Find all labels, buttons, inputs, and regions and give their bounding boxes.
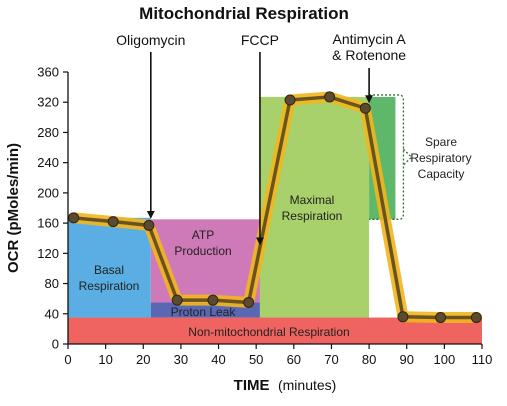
data-point — [435, 312, 447, 324]
ocr-series — [68, 91, 482, 324]
data-point — [68, 212, 80, 224]
region-maximal — [259, 96, 370, 318]
annotation-antimycin-line-2: & Rotenone — [332, 47, 406, 63]
watermark: 知乎 @lcy19712018 — [366, 378, 474, 392]
x-axis-label-unit: (minutes) — [278, 377, 336, 393]
label-spare-3: Capacity — [418, 167, 465, 181]
data-point — [207, 294, 219, 306]
x-tick-label: 50 — [249, 352, 263, 367]
label-spare-2: Respiratory — [410, 151, 471, 165]
annotation-oligomycin-label: Oligomycin — [116, 32, 185, 48]
x-tick-label: 30 — [174, 352, 188, 367]
x-tick-label: 40 — [211, 352, 225, 367]
spare-dotted-border — [369, 94, 405, 220]
data-point — [171, 294, 183, 306]
y-tick-label: 160 — [37, 216, 59, 231]
x-ticks: 0 10 20 30 40 50 60 70 80 90 100 110 — [64, 344, 492, 367]
y-tick-label: 80 — [45, 276, 59, 291]
label-basal-1: Basal — [94, 263, 124, 277]
x-axis-label-main: TIME — [234, 377, 270, 394]
x-tick-label: 10 — [98, 352, 112, 367]
x-tick-label: 70 — [324, 352, 338, 367]
annotation-antimycin-line-1: Antimycin A — [333, 31, 407, 47]
y-tick-label: 360 — [37, 65, 59, 80]
data-point — [470, 312, 482, 324]
data-point — [143, 219, 155, 231]
x-tick-label: 20 — [136, 352, 150, 367]
spare-capacity-outline — [369, 94, 413, 220]
y-tick-label: 280 — [37, 125, 59, 140]
data-point — [284, 94, 296, 106]
injection-arrows: Oligomycin FCCP Antimycin A& Rotenone — [116, 31, 407, 246]
x-tick-label: 100 — [434, 352, 456, 367]
data-point — [324, 91, 336, 103]
y-tick-label: 240 — [37, 155, 59, 170]
data-point — [243, 296, 255, 308]
y-tick-label: 120 — [37, 246, 59, 261]
y-tick-label: 40 — [45, 306, 59, 321]
annotation-fccp-label: FCCP — [241, 32, 279, 48]
label-maximal-1: Maximal — [290, 193, 335, 207]
label-maximal-2: Respiration — [282, 209, 343, 223]
data-point — [359, 102, 371, 114]
axes — [67, 72, 482, 345]
region-basal — [68, 217, 151, 318]
y-tick-label: 0 — [52, 337, 59, 352]
data-point — [397, 311, 409, 323]
label-non-mito: Non-mitochondrial Respiration — [188, 325, 349, 339]
x-tick-label: 80 — [362, 352, 376, 367]
x-tick-label: 0 — [64, 352, 71, 367]
label-atp-1: ATP — [192, 228, 214, 242]
region-labels: Non-mitochondrial Respiration Basal Resp… — [79, 135, 472, 339]
y-axis-label: OCR (pMoles/min) — [5, 143, 22, 273]
label-atp-2: Production — [174, 244, 231, 258]
y-ticks: 0 40 80 120 160 200 240 280 320 360 — [37, 65, 68, 352]
label-spare-1: Spare — [425, 135, 457, 149]
x-tick-label: 90 — [399, 352, 413, 367]
x-axis-label: TIME (minutes) — [234, 377, 337, 394]
label-proton-leak: Proton Leak — [171, 305, 237, 319]
x-tick-label: 110 — [472, 352, 493, 367]
series-line — [71, 95, 479, 320]
chart-title: Mitochondrial Respiration — [139, 4, 349, 23]
label-basal-2: Respiration — [79, 279, 140, 293]
y-tick-label: 200 — [37, 185, 59, 200]
data-point — [107, 216, 119, 228]
y-tick-label: 320 — [37, 95, 59, 110]
x-tick-label: 60 — [287, 352, 301, 367]
